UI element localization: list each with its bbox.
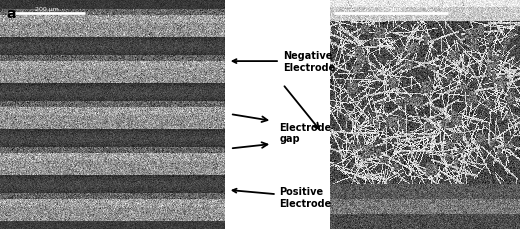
Text: Electrode
gap: Electrode gap <box>280 122 332 144</box>
Text: 200 µm: 200 µm <box>35 7 59 12</box>
Text: a: a <box>7 7 16 21</box>
Text: Negative
Electrode: Negative Electrode <box>232 51 335 73</box>
Text: 50 µm: 50 µm <box>381 7 401 12</box>
Text: Positive
Electrode: Positive Electrode <box>232 186 332 208</box>
